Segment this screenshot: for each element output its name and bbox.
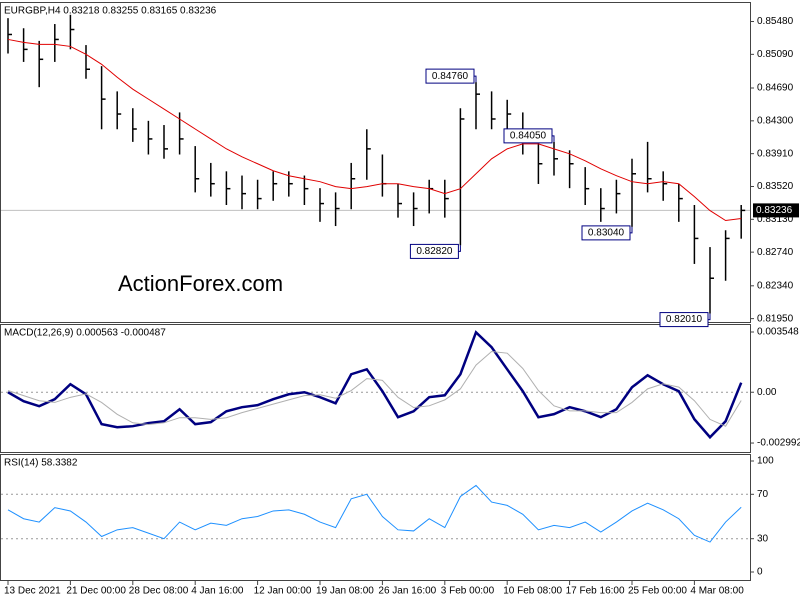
y-tick-label: 0.82340 bbox=[757, 280, 794, 291]
x-tick-label: 25 Feb 00:00 bbox=[628, 586, 687, 597]
annotation-label: 0.82010 bbox=[666, 314, 703, 325]
y-tick-label: 0 bbox=[757, 567, 763, 578]
x-tick-label: 13 Dec 2021 bbox=[4, 586, 61, 597]
annotation-box bbox=[503, 128, 553, 144]
x-tick-label: 4 Jan 16:00 bbox=[191, 586, 244, 597]
y-tick-label: -0.002992 bbox=[757, 438, 800, 449]
x-tick-label: 4 Mar 08:00 bbox=[690, 586, 744, 597]
annotation-box bbox=[659, 312, 709, 328]
indicator-line bbox=[7, 330, 743, 440]
y-tick-label: 0.85480 bbox=[757, 16, 794, 27]
y-tick-label: 0.003548 bbox=[757, 327, 799, 338]
panel-title: MACD(12,26,9) 0.000563 -0.000487 bbox=[4, 328, 166, 339]
x-tick-label: 12 Jan 00:00 bbox=[254, 586, 312, 597]
y-tick-label: 70 bbox=[757, 489, 769, 500]
x-tick-label: 26 Jan 16:00 bbox=[378, 586, 436, 597]
annotation-label: 0.83040 bbox=[588, 228, 625, 239]
y-tick-label: 0.84300 bbox=[757, 115, 794, 126]
x-tick-label: 10 Feb 08:00 bbox=[503, 586, 562, 597]
y-tick-label: 0.82740 bbox=[757, 247, 794, 258]
watermark: ActionForex.com bbox=[118, 271, 283, 296]
indicator-line bbox=[7, 484, 742, 543]
y-tick-label: 0.81950 bbox=[757, 313, 794, 324]
annotation-label: 0.82820 bbox=[416, 246, 453, 257]
x-tick-label: 21 Dec 00:00 bbox=[66, 586, 126, 597]
panel-title: RSI(14) 58.3382 bbox=[4, 458, 78, 469]
annotation-box bbox=[409, 243, 459, 259]
macd-panel bbox=[0, 324, 751, 453]
price-panel bbox=[0, 2, 751, 323]
rsi-panel bbox=[0, 454, 751, 581]
panel-title: EURGBP,H4 0.83218 0.83255 0.83165 0.8323… bbox=[4, 6, 217, 17]
annotation-box bbox=[425, 68, 475, 84]
y-tick-label: 100 bbox=[757, 456, 774, 467]
x-tick-label: 19 Jan 08:00 bbox=[316, 586, 374, 597]
indicator-line bbox=[7, 38, 742, 222]
indicator-line bbox=[7, 350, 742, 427]
annotation-label: 0.84760 bbox=[432, 71, 469, 82]
annotation-label: 0.84050 bbox=[510, 131, 547, 142]
x-tick-label: 28 Dec 08:00 bbox=[129, 586, 189, 597]
x-tick-label: 17 Feb 16:00 bbox=[566, 586, 625, 597]
x-tick-label: 3 Feb 00:00 bbox=[441, 586, 495, 597]
y-tick-label: 0.00 bbox=[757, 387, 777, 398]
y-tick-label: 30 bbox=[757, 533, 769, 544]
current-price-box bbox=[753, 203, 799, 218]
y-tick-label: 0.84690 bbox=[757, 83, 794, 94]
y-tick-label: 0.83520 bbox=[757, 181, 794, 192]
current-price-label: 0.83236 bbox=[756, 205, 793, 216]
y-tick-label: 0.83130 bbox=[757, 214, 794, 225]
annotation-box bbox=[581, 225, 631, 241]
y-tick-label: 0.83910 bbox=[757, 148, 794, 159]
y-tick-label: 0.85090 bbox=[757, 49, 794, 60]
